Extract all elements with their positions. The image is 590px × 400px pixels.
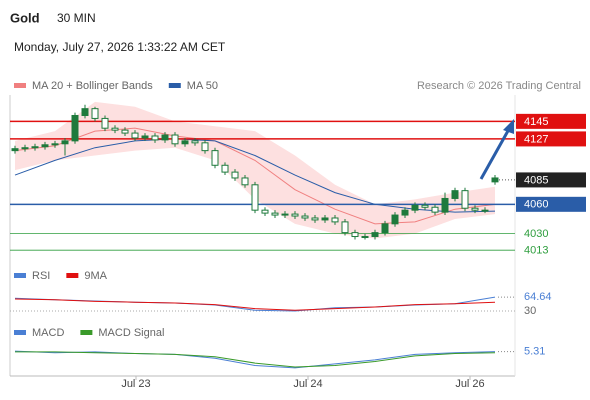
last-value-label: 64.64	[524, 291, 552, 303]
legend-label: MACD Signal	[98, 327, 164, 339]
candle-body	[321, 217, 329, 221]
symbol: Gold	[10, 10, 40, 25]
candle-body	[411, 204, 419, 211]
legend-swatch	[80, 330, 93, 335]
level-box	[516, 196, 586, 212]
credit: Research © 2026 Trading Central	[417, 80, 581, 92]
candle-body	[351, 232, 359, 238]
candle-body	[71, 114, 79, 142]
legend-swatch	[168, 83, 181, 88]
level-box	[516, 172, 586, 188]
level-label: 4145	[524, 116, 548, 128]
last-value-label: 5.31	[524, 346, 545, 358]
candle-body	[481, 209, 489, 212]
candle-body	[101, 117, 109, 129]
candle-body	[11, 148, 19, 152]
candle-body	[291, 213, 299, 217]
level-box	[516, 113, 586, 129]
candle-body	[131, 132, 139, 139]
candle-body	[361, 236, 369, 239]
candle-body	[121, 129, 129, 134]
candle-body	[451, 190, 459, 199]
candle-body	[271, 212, 279, 216]
candle-body	[231, 171, 239, 179]
level-label: 4013	[524, 245, 548, 257]
candle-body	[391, 214, 399, 225]
candle-body	[281, 213, 289, 216]
series-line	[14, 298, 496, 311]
legend-label: MACD	[32, 327, 64, 339]
candle-body	[21, 147, 29, 150]
level-label: 4085	[524, 174, 548, 186]
candle-body	[251, 184, 259, 211]
candle-body	[261, 209, 269, 214]
candle-body	[441, 197, 449, 213]
candle-body	[51, 143, 59, 146]
candle-body	[241, 177, 249, 186]
candle-body	[211, 150, 219, 166]
y-tick-label: 30	[524, 305, 536, 317]
datetime: Monday, July 27, 2026 1:33:22 AM CET	[14, 40, 226, 54]
legend-label: RSI	[32, 270, 50, 282]
candle-body	[171, 134, 179, 145]
bollinger-band	[15, 101, 495, 239]
moving-average	[14, 127, 496, 225]
candle-body	[311, 217, 319, 221]
candle-body	[371, 232, 379, 238]
interval: 30 MIN	[57, 11, 96, 25]
candle-body	[401, 209, 409, 216]
candle-body	[61, 140, 69, 145]
candle-body	[381, 223, 389, 234]
candle-body	[301, 215, 309, 219]
arrow-head	[503, 119, 514, 134]
level-box	[516, 131, 586, 147]
legend-swatch	[14, 273, 26, 278]
legend-label: MA 50	[187, 80, 218, 92]
candle-body	[111, 127, 119, 131]
candle-body	[431, 206, 439, 213]
candle-body	[31, 146, 39, 149]
plot: Jul 23 Jul 24 Jul 26 MA 20 + Bollinger Band…	[10, 80, 586, 390]
series-line	[14, 350, 496, 369]
level-label: 4030	[524, 228, 548, 240]
x-tick-label: Jul 23	[121, 378, 150, 390]
level-label: 4127	[524, 133, 548, 145]
candle-body	[341, 221, 349, 234]
candle-body	[201, 142, 209, 152]
candle-body	[191, 140, 199, 144]
legend-swatch	[14, 83, 26, 88]
series-line	[15, 351, 496, 368]
legend-label: 9MA	[84, 270, 107, 282]
candle-body	[491, 177, 499, 183]
candle-body	[161, 134, 169, 141]
candle-body	[141, 135, 149, 139]
projection-arrow	[479, 128, 511, 180]
candle-body	[461, 190, 469, 209]
candle-body	[181, 140, 189, 145]
legend-swatch	[14, 330, 26, 335]
candle-body	[91, 108, 99, 119]
legend-label: MA 20 + Bollinger Bands	[32, 80, 153, 92]
x-tick-label: Jul 24	[293, 378, 322, 390]
candle-body	[421, 204, 429, 208]
candle-body	[41, 144, 49, 148]
legend-swatch	[66, 273, 79, 278]
candle-body	[81, 108, 89, 116]
candle-body	[151, 135, 159, 141]
candle-body	[471, 207, 479, 211]
level-label: 4060	[524, 199, 548, 211]
candle-body	[331, 217, 339, 223]
candle-body	[221, 164, 229, 173]
x-tick-label: Jul 26	[455, 378, 484, 390]
